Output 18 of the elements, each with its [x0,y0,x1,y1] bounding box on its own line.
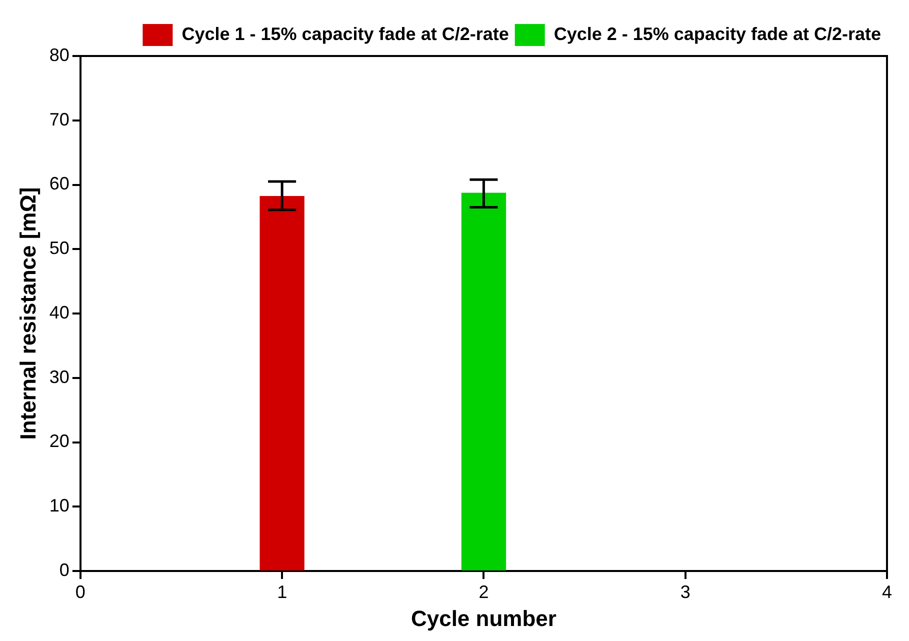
y-tick-label: 60 [49,174,70,194]
y-tick-label: 30 [49,366,70,387]
y-tick-label: 40 [49,302,70,322]
y-axis-title: Internal resistance [mΩ] [15,187,40,440]
y-tick-label: 80 [49,44,70,65]
y-tick-label: 20 [49,431,70,452]
legend-label: Cycle 1 - 15% capacity fade at C/2-rate [182,24,509,44]
y-tick-label: 70 [49,109,70,130]
x-axis-title: Cycle number [410,606,557,631]
y-tick-label: 0 [59,560,70,580]
legend-label: Cycle 2 - 15% capacity fade at C/2-rate [554,24,881,44]
y-tick-label: 10 [49,496,70,516]
y-tick-label: 50 [49,238,70,258]
x-tick-label: 1 [277,582,288,602]
x-tick-label: 3 [680,582,690,602]
x-tick-label: 4 [882,582,892,602]
x-tick-label: 2 [478,582,489,602]
x-tick-label: 0 [75,582,86,602]
